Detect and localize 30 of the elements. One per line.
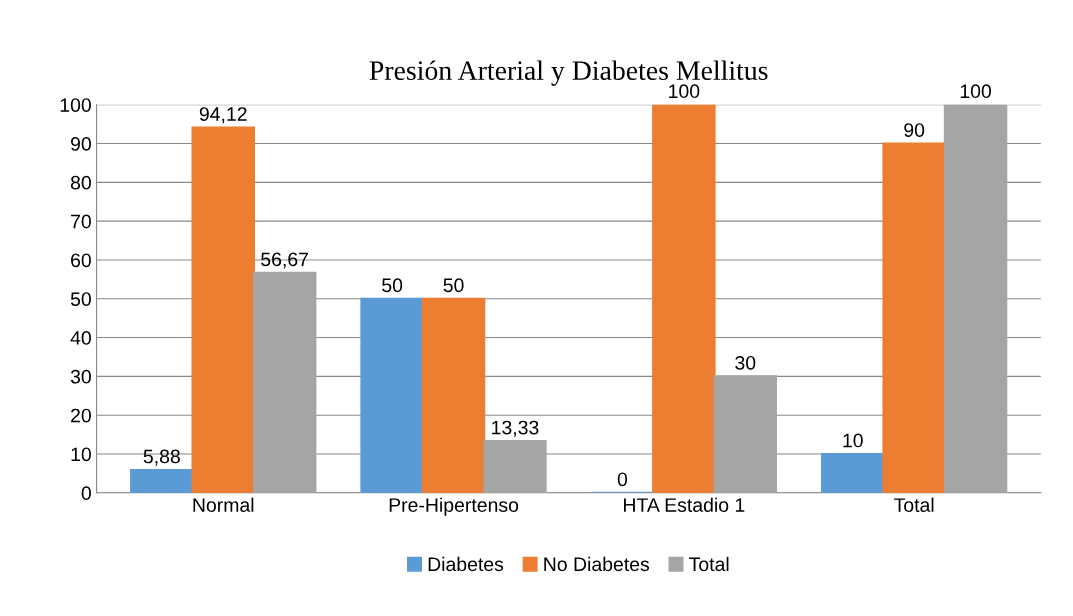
data-label: 13,33 <box>492 420 539 437</box>
y-tick-label: 30 <box>70 369 91 384</box>
data-label: 50 <box>382 278 403 293</box>
legend-label: Total <box>689 556 729 572</box>
legend-label: Diabetes <box>428 556 504 572</box>
x-tick-label: Pre-Hipertenso <box>389 497 519 516</box>
legend-label: No Diabetes <box>544 556 650 572</box>
y-tick-label: 0 <box>81 486 91 501</box>
data-label: 5,88 <box>143 449 180 466</box>
data-label: 10 <box>843 433 863 448</box>
y-tick-label: 80 <box>70 175 91 190</box>
y-tick-label: 70 <box>71 214 91 229</box>
data-label: 56,67 <box>261 252 309 269</box>
y-tick-label: 10 <box>71 447 91 462</box>
data-label: 90 <box>904 123 925 137</box>
x-tick-label: Total <box>894 497 934 512</box>
y-tick-label: 90 <box>70 137 91 151</box>
data-label: 30 <box>735 355 756 370</box>
data-label: 0 <box>617 472 628 487</box>
y-tick-label: 50 <box>70 292 91 306</box>
y-tick-label: 100 <box>60 98 91 112</box>
data-label: 50 <box>443 278 464 293</box>
data-label: 100 <box>669 84 700 99</box>
y-tick-label: 20 <box>71 408 91 423</box>
data-label: 100 <box>960 84 992 99</box>
x-tick-label: HTA Estadio 1 <box>624 497 745 512</box>
y-tick-label: 60 <box>71 253 91 268</box>
x-tick-label: Normal <box>193 497 254 512</box>
y-tick-label: 40 <box>70 331 91 345</box>
data-label: 94,12 <box>199 107 247 124</box>
